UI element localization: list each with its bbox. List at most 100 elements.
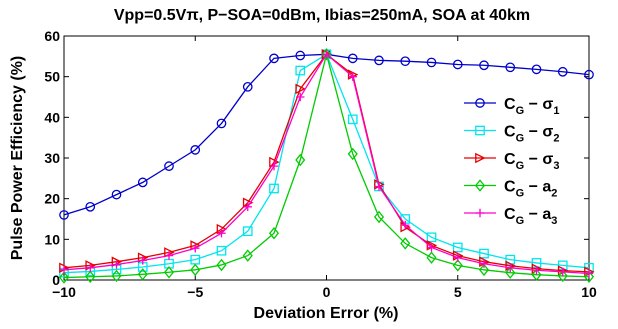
- data-point: [453, 253, 462, 262]
- legend-item: CG − σ3: [464, 151, 559, 172]
- data-point: [426, 232, 437, 243]
- data-point: [531, 268, 542, 281]
- data-point: [269, 53, 279, 64]
- data-point: [374, 182, 384, 191]
- legend-swatch-marker: [475, 152, 486, 164]
- data-point: [295, 65, 306, 76]
- legend-label: CG − a2: [504, 179, 557, 200]
- data-point: [505, 266, 516, 279]
- legend-swatch-marker: [474, 179, 486, 192]
- data-point: [584, 269, 594, 278]
- legend-item: CG − a3: [464, 206, 557, 227]
- data-point: [347, 114, 358, 125]
- data-point: [557, 269, 568, 283]
- data-point: [322, 50, 331, 59]
- series-5: [59, 50, 594, 278]
- data-point: [59, 210, 69, 220]
- x-tick-label: 0: [323, 284, 331, 300]
- legend-label: CG − σ3: [504, 151, 559, 172]
- data-point: [401, 220, 410, 230]
- data-point: [269, 183, 279, 194]
- data-point: [242, 81, 253, 92]
- x-tick-label: −10: [52, 284, 76, 300]
- data-point: [557, 66, 568, 77]
- data-point: [584, 69, 594, 80]
- axis-ticks: −10 −5 0 5 10 0 10 20 30 40 50 60: [44, 28, 597, 300]
- series-group: [58, 48, 595, 284]
- data-point: [164, 161, 174, 171]
- data-point: [59, 265, 69, 275]
- y-tick-label: 30: [44, 150, 60, 166]
- data-point: [478, 263, 490, 277]
- data-point: [583, 270, 595, 283]
- data-point: [138, 256, 147, 265]
- legend-label: CG − σ1: [504, 96, 559, 117]
- y-tick-label: 10: [44, 231, 60, 247]
- y-tick-label: 40: [44, 109, 60, 125]
- data-point: [242, 226, 253, 237]
- data-point: [216, 258, 227, 272]
- y-tick-label: 60: [44, 28, 60, 44]
- data-point: [295, 83, 306, 95]
- data-point: [112, 260, 121, 269]
- data-point: [479, 60, 489, 71]
- data-point: [452, 242, 463, 253]
- data-point: [347, 147, 358, 161]
- data-point: [216, 118, 227, 129]
- y-axis-label: Pulse Power Efficiency (%): [9, 56, 26, 261]
- data-point: [111, 189, 122, 200]
- data-point: [295, 153, 306, 167]
- data-point: [558, 267, 567, 277]
- legend-item: CG − σ2: [464, 124, 559, 145]
- data-point: [243, 202, 252, 211]
- x-tick-label: 5: [454, 284, 462, 300]
- data-point: [217, 229, 226, 238]
- data-point: [111, 269, 122, 283]
- data-point: [400, 237, 411, 250]
- data-point: [479, 259, 489, 268]
- data-point: [190, 145, 201, 155]
- data-point: [137, 268, 148, 281]
- data-point: [137, 177, 148, 188]
- x-axis-label: Deviation Error (%): [254, 305, 399, 322]
- data-point: [426, 251, 437, 264]
- data-point: [479, 248, 489, 259]
- data-point: [532, 266, 541, 275]
- data-point: [321, 48, 332, 61]
- data-point: [506, 263, 515, 272]
- data-point: [348, 72, 357, 81]
- data-point: [347, 53, 358, 64]
- x-tick-label: 10: [581, 284, 597, 300]
- data-point: [426, 57, 437, 68]
- data-point: [296, 92, 305, 102]
- data-point: [86, 263, 95, 272]
- data-point: [295, 50, 306, 61]
- data-point: [163, 266, 175, 279]
- legend-label: CG − a3: [504, 206, 557, 227]
- data-point: [269, 161, 279, 171]
- data-point: [452, 259, 463, 272]
- legend-swatch-marker: [475, 98, 485, 108]
- legend-swatch-marker: [475, 125, 485, 136]
- data-point: [164, 251, 174, 260]
- y-tick-label: 20: [44, 191, 60, 207]
- data-point: [216, 245, 227, 256]
- legend: CG − σ1 CG − σ2 CG − σ3 CG − a2 CG − a3: [464, 96, 559, 227]
- data-point: [85, 270, 96, 283]
- data-point: [190, 263, 201, 277]
- y-tick-label: 50: [44, 69, 60, 85]
- chart-title: Vpp=0.5Vπ, P−SOA=0dBm, Ibias=250mA, SOA …: [114, 7, 530, 24]
- legend-swatch-marker: [475, 208, 485, 218]
- legend-label: CG − σ2: [504, 124, 559, 145]
- data-point: [85, 201, 96, 212]
- data-point: [505, 62, 516, 73]
- data-point: [400, 56, 411, 67]
- data-point: [268, 226, 280, 240]
- x-tick-label: −5: [187, 284, 203, 300]
- legend-item: CG − σ1: [464, 96, 559, 117]
- data-point: [452, 59, 463, 70]
- data-point: [427, 243, 436, 252]
- data-point: [373, 210, 385, 224]
- data-point: [58, 271, 70, 284]
